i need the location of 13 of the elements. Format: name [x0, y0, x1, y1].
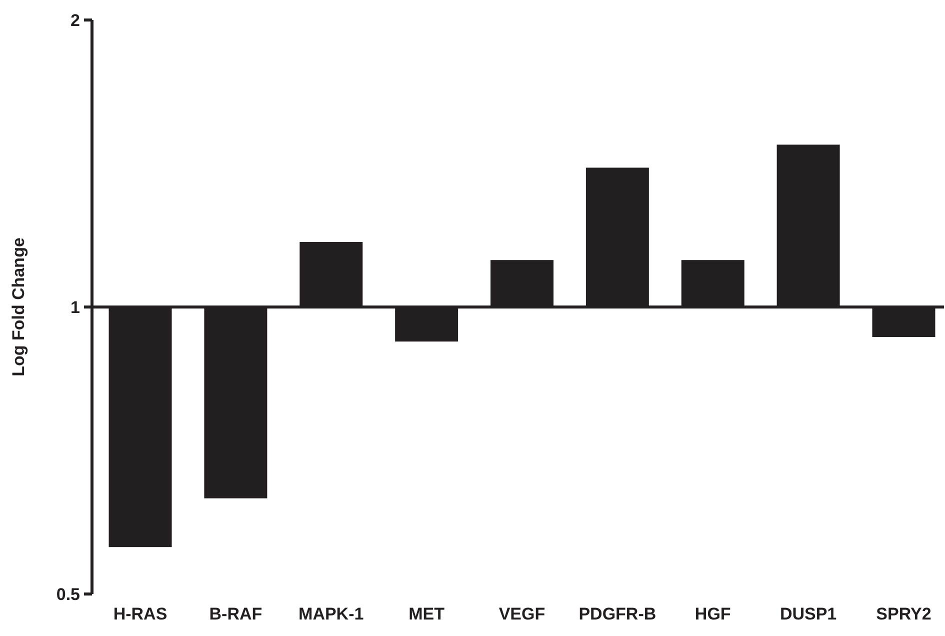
x-tick-label: SPRY2 [876, 604, 932, 624]
x-tick-label: MAPK-1 [298, 604, 364, 624]
x-tick-label: MET [408, 604, 446, 624]
x-tick-label: VEGF [498, 604, 546, 624]
x-tick-label: DUSP1 [780, 604, 837, 624]
y-tick-label: 2 [70, 10, 80, 30]
y-tick-label: 1 [70, 298, 80, 317]
x-tick-label: B-RAF [209, 604, 262, 624]
x-tick-label: HGF [694, 604, 731, 624]
x-tick-label: PDGFR-B [578, 604, 656, 624]
x-tick-label: H-RAS [113, 604, 168, 624]
y-tick-label: 0.5 [56, 584, 80, 604]
y-axis-title: Log Fold Change [9, 238, 28, 376]
